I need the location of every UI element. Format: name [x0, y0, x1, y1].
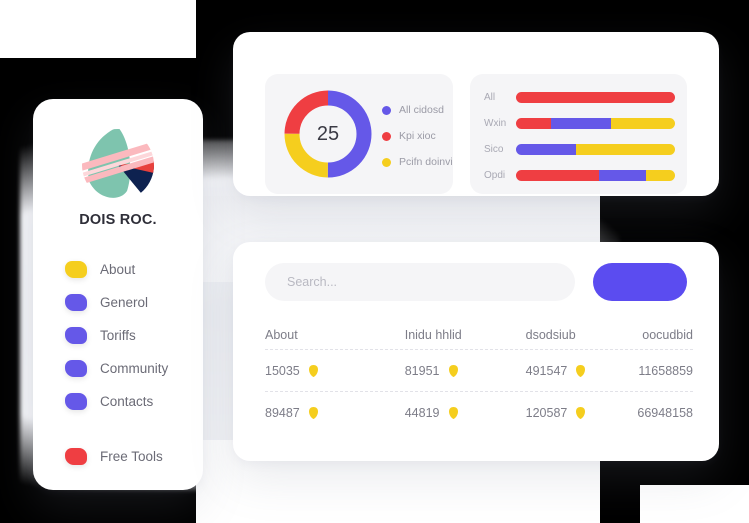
donut-chart-panel: 25 All cidosd Kpi xioc Pcifn doinvi: [265, 74, 453, 194]
cell-value: 89487: [265, 405, 300, 420]
column-header: About: [265, 328, 298, 342]
sidebar-item-label: Contacts: [100, 394, 154, 409]
bullet-icon: [65, 393, 87, 410]
sidebar-item-generol[interactable]: Generol: [65, 286, 193, 319]
table-cell: 66948158: [617, 406, 693, 420]
shield-badge-icon: [576, 364, 586, 377]
table-cell: 120587: [496, 406, 617, 420]
shield-badge-icon: [448, 406, 458, 419]
shield-badge-icon: [448, 364, 458, 377]
row-divider: [265, 349, 693, 350]
legend-dot-icon: [382, 131, 391, 141]
table-cell: 81951: [371, 364, 496, 378]
bullet-icon: [65, 360, 87, 377]
table-header-row: About Inidu hhlid dsodsiub oocudbid: [265, 321, 693, 349]
sidebar-item-toriffs[interactable]: Toriffs: [65, 319, 193, 352]
bar-track: [516, 91, 675, 103]
bar-segment-purple: [516, 143, 577, 155]
bar-segment-red: [516, 91, 675, 103]
data-table: About Inidu hhlid dsodsiub oocudbid 1503…: [265, 321, 693, 433]
legend-label: Kpi xioc: [399, 130, 436, 142]
sidebar-panel: DOIS ROC. About Generol Toriffs Communit…: [33, 99, 203, 490]
bullet-icon: [65, 294, 87, 311]
bar-segment-red: [516, 117, 551, 129]
table-cell: 89487: [265, 406, 371, 420]
sidebar-item-free-tools[interactable]: Free Tools: [65, 440, 193, 473]
table-row: 89487 44819 120587: [265, 392, 693, 433]
bar-row: All: [484, 91, 675, 103]
sidebar-item-label: About: [100, 262, 136, 277]
sidebar-item-community[interactable]: Community: [65, 352, 193, 385]
shield-badge-icon: [576, 406, 586, 419]
sidebar-item-label: Free Tools: [100, 449, 163, 464]
bullet-icon: [65, 448, 87, 465]
donut-center-value: 25: [316, 122, 340, 145]
column-header: dsodsiub: [525, 328, 576, 342]
sidebar-item-contacts[interactable]: Contacts: [65, 385, 193, 418]
column-header: Inidu hhlid: [404, 328, 462, 342]
bar-segment-purple: [598, 169, 647, 181]
table-cell: 491547: [496, 364, 617, 378]
table-cell: 11658859: [617, 364, 693, 378]
table-cell: 44819: [371, 406, 496, 420]
bar-segment-yellow: [611, 117, 675, 129]
cell-value: 15035: [265, 363, 300, 378]
search-button[interactable]: [593, 263, 687, 301]
background-plate-bottom-right: [640, 485, 749, 523]
search-input[interactable]: [265, 263, 575, 301]
legend-label: All cidosd: [399, 104, 444, 116]
bar-track: [516, 169, 675, 181]
shield-badge-icon: [308, 364, 318, 377]
bar-segment-purple: [550, 117, 612, 129]
bar-row: Opdi: [484, 169, 675, 181]
bar-segment-red: [516, 169, 599, 181]
bar-row: Wxin: [484, 117, 675, 129]
donut-legend: All cidosd Kpi xioc Pcifn doinvi: [382, 97, 453, 175]
cell-value: 81951: [404, 363, 440, 378]
sidebar-nav: About Generol Toriffs Community Contacts…: [65, 253, 193, 473]
cell-value: 66948158: [637, 405, 693, 420]
bar-row-label: Sico: [484, 143, 504, 155]
legend-item: All cidosd: [382, 97, 453, 123]
row-divider: [265, 391, 693, 392]
bullet-icon: [65, 261, 87, 278]
table-row: 15035 81951 491547: [265, 350, 693, 391]
sidebar-item-label: Community: [100, 361, 169, 376]
legend-label: Pcifn doinvi: [399, 156, 453, 168]
donut-chart: [284, 90, 372, 178]
legend-item: Kpi xioc: [382, 123, 453, 149]
cell-value: 44819: [404, 405, 440, 420]
sidebar-item-label: Toriffs: [100, 328, 136, 343]
shield-badge-icon: [308, 406, 318, 419]
legend-dot-icon: [382, 157, 391, 167]
bar-chart-panel: All Wxin Sico: [470, 74, 687, 194]
bar-row-label: All: [484, 91, 496, 103]
cell-value: 120587: [525, 405, 568, 420]
bar-row: Sico: [484, 143, 675, 155]
column-header: oocudbid: [642, 328, 693, 342]
sidebar-item-label: Generol: [100, 295, 149, 310]
charts-card: 25 All cidosd Kpi xioc Pcifn doinvi All: [233, 32, 719, 196]
brand-title: DOIS ROC.: [79, 212, 157, 228]
table-card: About Inidu hhlid dsodsiub oocudbid 1503…: [233, 242, 719, 461]
cell-value: 491547: [525, 363, 568, 378]
bullet-icon: [65, 327, 87, 344]
bar-row-label: Opdi: [484, 169, 506, 181]
bar-segment-yellow: [646, 169, 675, 181]
abstract-circle-logo-icon: [75, 121, 161, 203]
table-cell: 15035: [265, 364, 371, 378]
bar-segment-yellow: [576, 143, 675, 155]
background-plate-top-left: [0, 0, 196, 58]
legend-dot-icon: [382, 105, 391, 115]
legend-item: Pcifn doinvi: [382, 149, 453, 175]
bar-track: [516, 117, 675, 129]
sidebar-item-about[interactable]: About: [65, 253, 193, 286]
bar-track: [516, 143, 675, 155]
cell-value: 11658859: [638, 363, 693, 378]
bar-row-label: Wxin: [484, 117, 507, 129]
